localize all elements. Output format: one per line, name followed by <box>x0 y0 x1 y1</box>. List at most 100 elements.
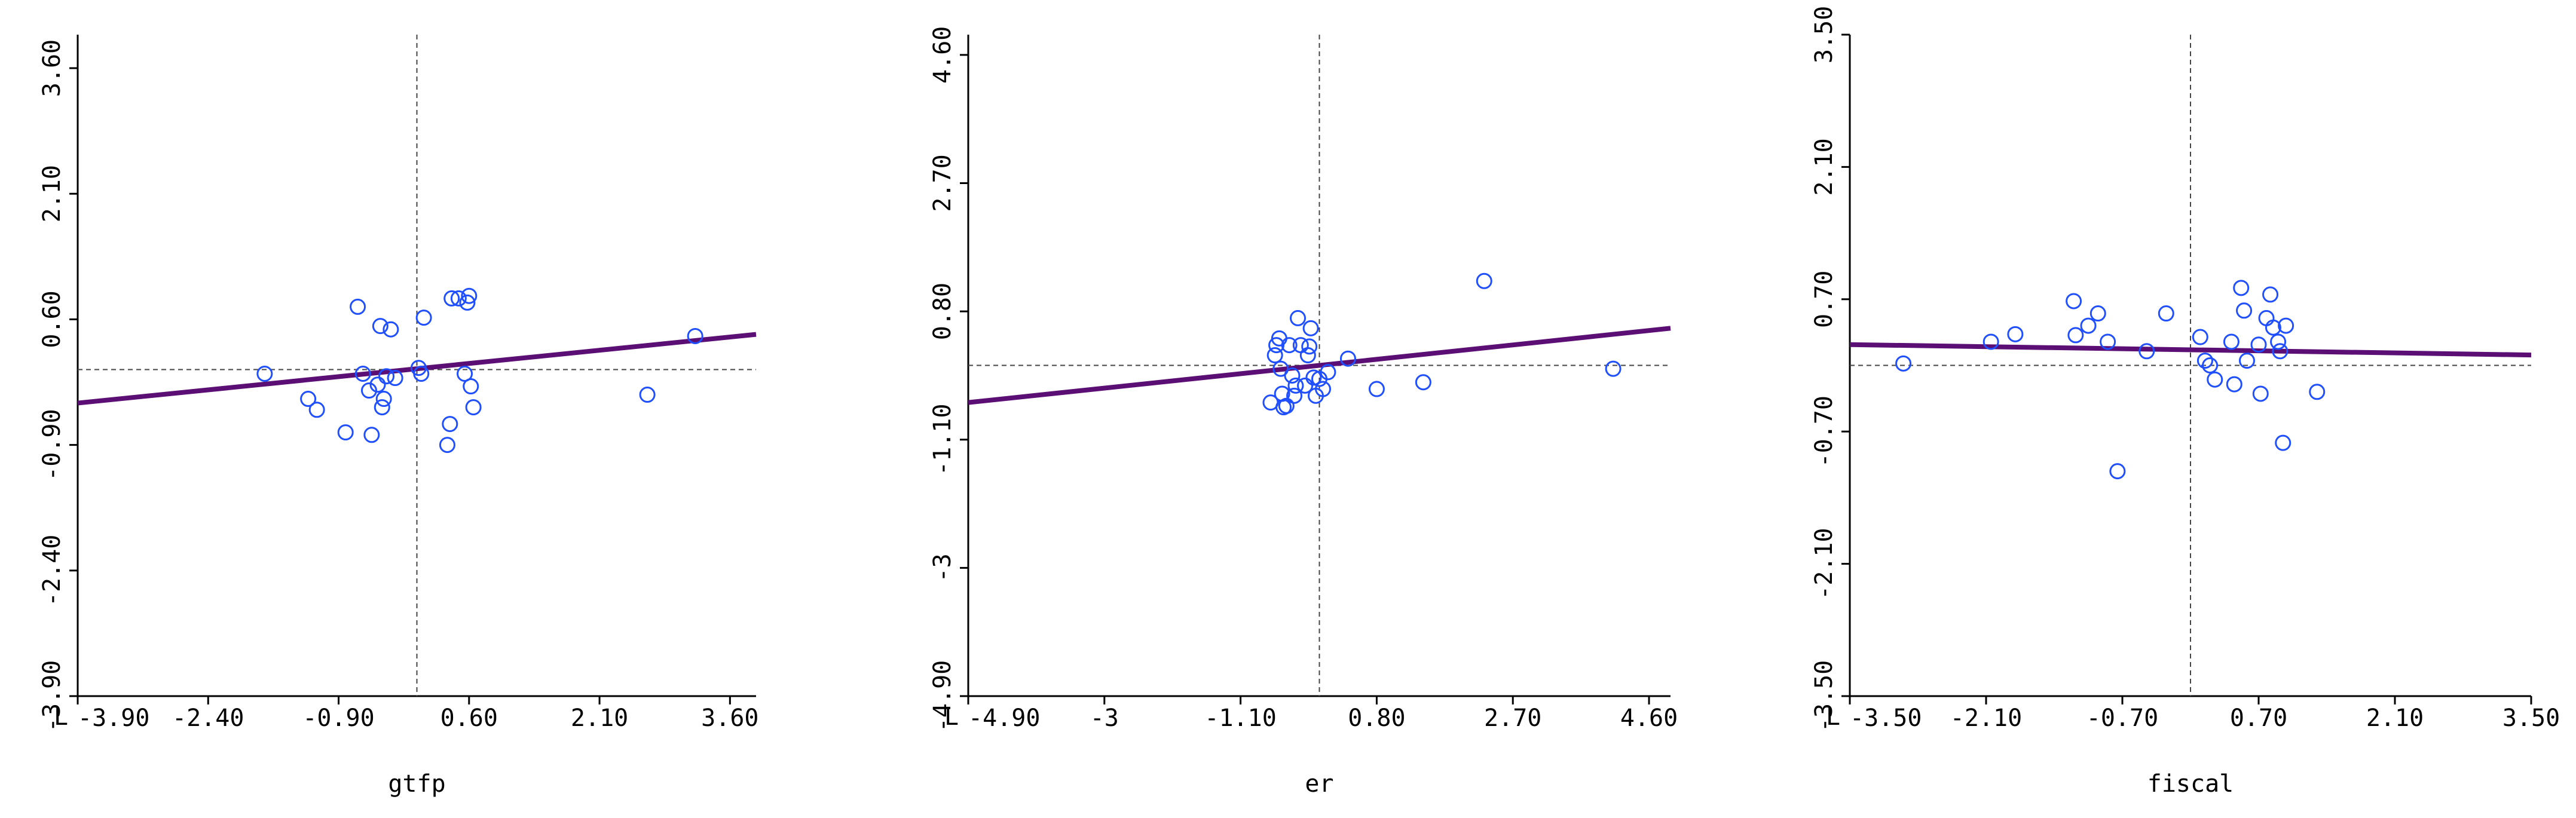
data-point <box>2007 326 2024 342</box>
data-point <box>639 387 656 403</box>
data-point <box>2192 329 2208 345</box>
data-point <box>360 382 377 399</box>
data-point <box>1320 364 1336 381</box>
data-point <box>415 310 432 326</box>
y-tick-label: 0.60 <box>38 290 66 348</box>
data-point <box>2233 280 2250 296</box>
data-point <box>337 424 354 441</box>
data-point <box>2202 357 2219 373</box>
y-tick-label: -3.50 <box>1810 660 1838 732</box>
data-point <box>2250 336 2267 353</box>
y-tick-label: 3.60 <box>38 39 66 97</box>
data-point <box>1415 374 1431 391</box>
data-point <box>363 427 380 443</box>
data-point <box>375 391 392 408</box>
y-tick-label: -2.10 <box>1810 528 1838 599</box>
x-axis-title: fiscal <box>2147 770 2234 798</box>
data-point <box>300 391 317 408</box>
y-tick-label: 4.60 <box>929 26 956 84</box>
x-tick-label: 0.80 <box>1348 704 1405 732</box>
x-tick-label: -1.10 <box>1204 704 1276 732</box>
y-tick-label: -0.90 <box>38 409 66 480</box>
data-point <box>1983 333 1999 350</box>
panel-fiscal: L -3.50 -2.10 -0.70 0.70 2.10 3.50-3.50-2.10-0… <box>1810 6 2560 798</box>
data-point <box>1895 355 1912 372</box>
data-point <box>1278 397 1295 414</box>
data-point <box>2236 302 2253 319</box>
data-point <box>2262 286 2279 303</box>
data-point <box>2066 293 2082 310</box>
y-tick-label: 2.70 <box>929 154 956 212</box>
data-point <box>1266 347 1283 364</box>
data-point <box>461 287 478 304</box>
data-point <box>308 402 325 418</box>
x-tick-label: 3.50 <box>2502 704 2560 732</box>
data-point <box>1297 377 1314 394</box>
data-point <box>1299 347 1316 364</box>
data-point <box>413 366 430 382</box>
data-point <box>2109 463 2126 480</box>
x-tick-label: -3 <box>1090 704 1119 732</box>
data-point <box>1281 337 1298 354</box>
x-tick-label: -0.70 <box>2087 704 2158 732</box>
data-point <box>2080 317 2097 334</box>
data-point <box>2100 333 2116 350</box>
data-point <box>457 366 473 382</box>
x-tick-label: -3.90 <box>78 704 149 732</box>
x-tick-label: 2.70 <box>1484 704 1541 732</box>
data-point <box>687 327 703 344</box>
x-tick-label: -3.50 <box>1850 704 1922 732</box>
data-point <box>1287 377 1304 394</box>
data-point <box>1286 387 1303 404</box>
data-point <box>2272 343 2289 360</box>
data-point <box>2265 319 2281 336</box>
x-tick-label: -2.10 <box>1950 704 2022 732</box>
fit-line <box>968 326 1671 405</box>
data-point <box>1605 360 1622 377</box>
y-tick-label: 0.80 <box>929 283 956 340</box>
data-point <box>2258 310 2275 326</box>
x-tick-label: 3.60 <box>701 704 758 732</box>
x-tick-label: -0.90 <box>302 704 374 732</box>
data-point <box>2207 371 2223 388</box>
data-point <box>2067 327 2084 344</box>
x-tick-label: 2.10 <box>2366 704 2424 732</box>
data-point <box>2158 305 2174 322</box>
x-axis-title: gtfp <box>388 770 445 798</box>
data-point <box>2223 333 2240 350</box>
axis-corner-mark: L <box>54 703 68 731</box>
data-point <box>1301 338 1318 355</box>
data-point <box>2270 333 2287 350</box>
x-tick-label: 0.60 <box>440 704 498 732</box>
fit-line <box>1849 342 2532 358</box>
data-point <box>1339 350 1356 367</box>
data-point <box>1284 367 1301 384</box>
x-tick-label: 0.70 <box>2230 704 2287 732</box>
data-point <box>256 366 273 382</box>
y-tick-label: 0.70 <box>1810 271 1838 328</box>
data-point <box>439 437 455 454</box>
panel-er: L -4.90 -3 -1.10 0.80 2.70 4.60-4.90-3-1.100.8… <box>929 26 1678 798</box>
y-tick-label: 3.50 <box>1810 6 1838 63</box>
data-point <box>387 370 403 387</box>
data-point <box>383 321 399 338</box>
data-point <box>372 318 388 335</box>
axis-corner-mark: L <box>1826 703 1840 731</box>
x-tick-label: -2.40 <box>172 704 244 732</box>
x-axis-title: er <box>1305 770 1333 798</box>
data-point <box>1302 320 1319 336</box>
data-point <box>2138 343 2155 360</box>
data-point <box>1476 272 1492 289</box>
data-point <box>2196 353 2213 369</box>
data-point <box>369 376 386 393</box>
data-point <box>2278 317 2294 334</box>
y-tick-label: -3 <box>929 553 956 582</box>
data-point <box>442 416 458 433</box>
y-tick-label: -3.90 <box>38 660 66 732</box>
data-point <box>2252 385 2269 402</box>
x-tick-label: -4.90 <box>968 704 1040 732</box>
x-tick-label: 4.60 <box>1620 704 1678 732</box>
data-point <box>374 399 390 416</box>
data-point <box>1368 381 1385 397</box>
y-tick-label: -4.90 <box>929 660 956 732</box>
